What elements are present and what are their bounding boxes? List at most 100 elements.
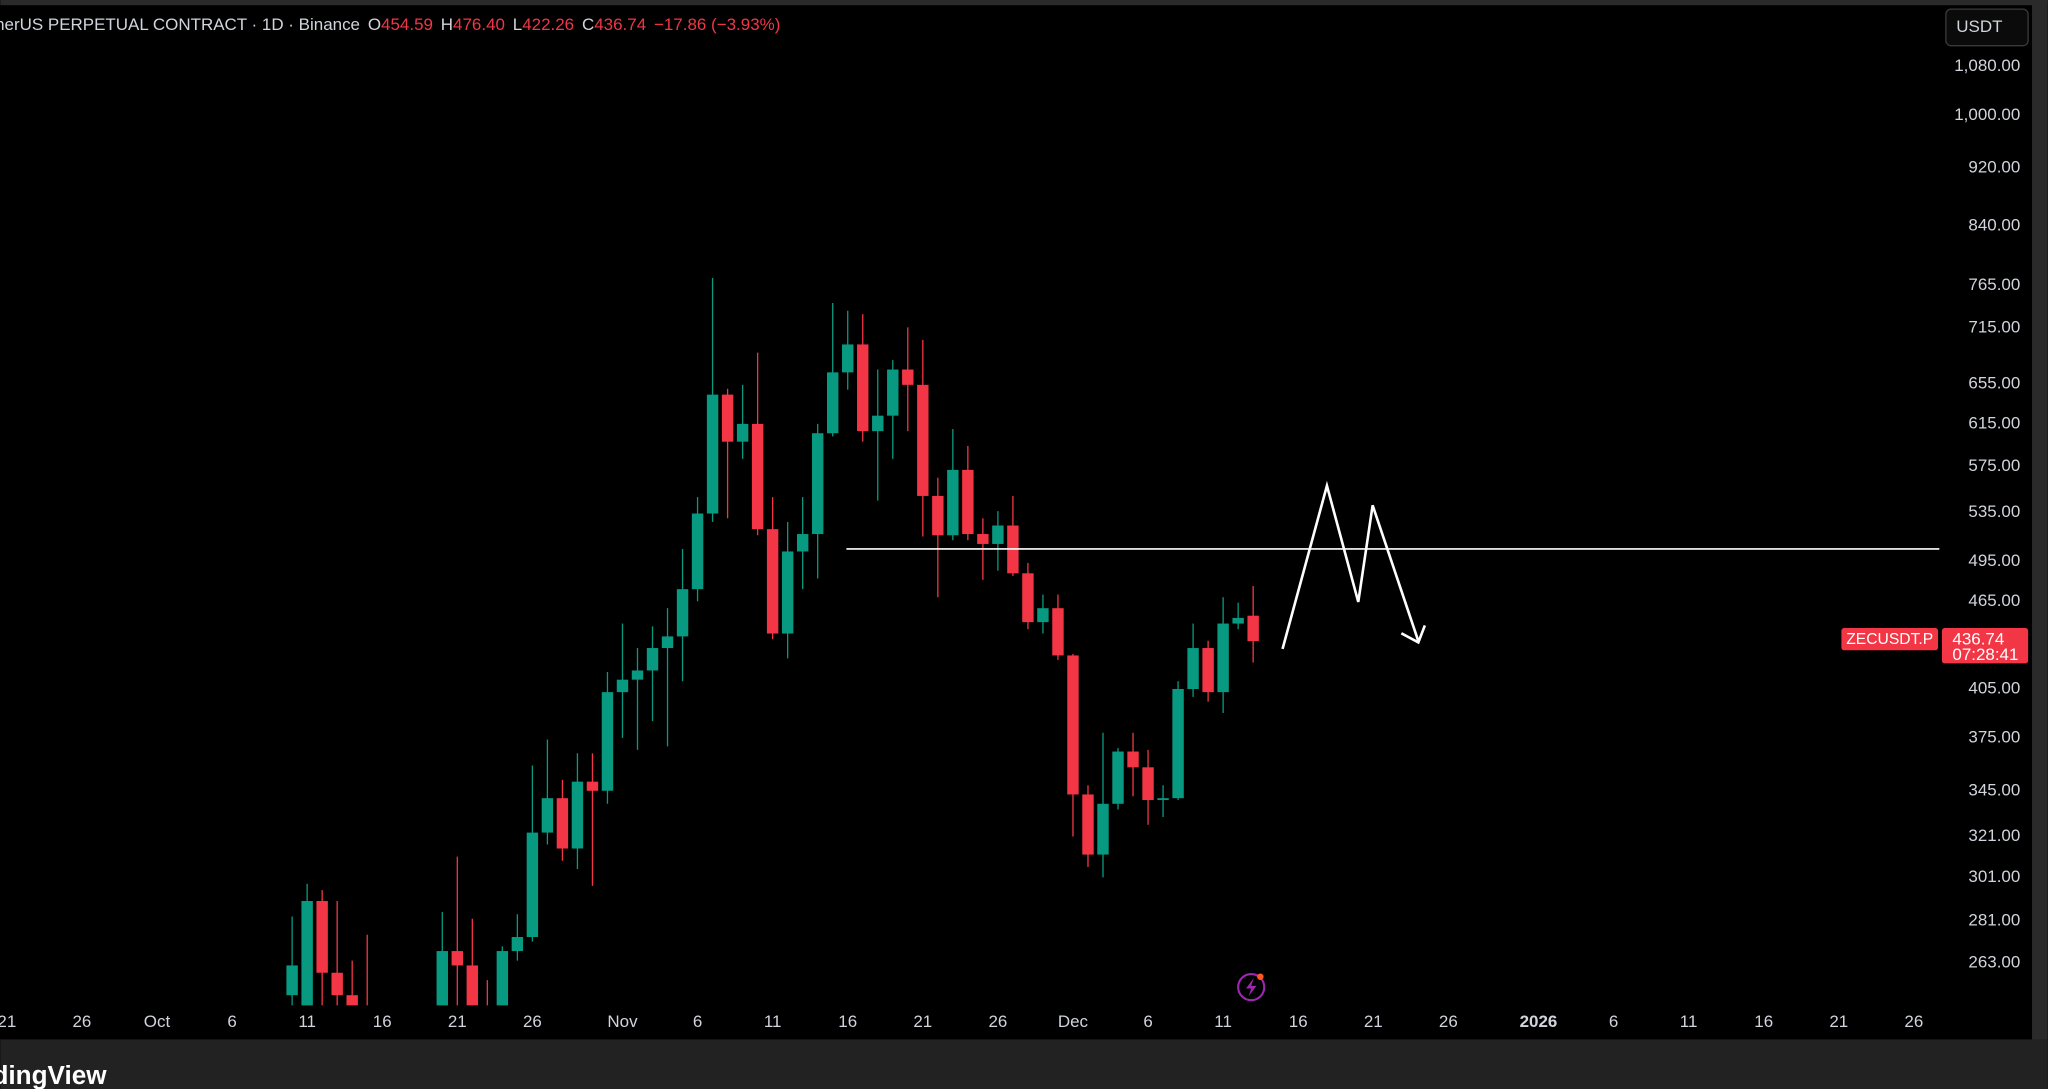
x-tick-label: Oct bbox=[144, 1012, 171, 1031]
candle-body bbox=[331, 972, 343, 996]
y-tick-label: 655.00 bbox=[1968, 373, 2020, 392]
y-tick-label: 301.00 bbox=[1968, 867, 2020, 886]
candle-body bbox=[346, 995, 358, 1006]
candle-body bbox=[947, 469, 959, 536]
ohlc-value: 422.26 bbox=[522, 16, 574, 35]
x-tick-label: Nov bbox=[607, 1012, 638, 1031]
candle-body bbox=[286, 965, 298, 996]
icon-dot[interactable] bbox=[1257, 973, 1264, 980]
candle-body bbox=[451, 951, 464, 966]
top-border bbox=[0, 0, 2048, 6]
candle-body bbox=[1037, 608, 1049, 623]
candle-body bbox=[1217, 623, 1229, 693]
y-tick-label: 765.00 bbox=[1968, 275, 2020, 294]
ohlc-key: C bbox=[582, 16, 594, 35]
candle-body bbox=[932, 495, 944, 536]
price-tag-countdown: 07:28:41 bbox=[1952, 645, 2018, 664]
x-tick-label: 26 bbox=[1904, 1012, 1923, 1031]
x-tick-label: 6 bbox=[693, 1012, 702, 1031]
candle-body bbox=[616, 679, 629, 693]
candle-body bbox=[1127, 751, 1139, 768]
candle-body bbox=[1172, 689, 1184, 799]
y-tick-label: 535.00 bbox=[1968, 502, 2020, 521]
y-tick-label: 840.00 bbox=[1968, 215, 2020, 234]
candle-body bbox=[541, 798, 554, 833]
candle-body bbox=[781, 551, 794, 634]
candle-body bbox=[1052, 608, 1064, 656]
price-tag-value: 436.74 bbox=[1952, 629, 2004, 648]
candle-body bbox=[811, 433, 824, 535]
chart-header: herUS PERPETUAL CONTRACT · 1D · Binance O… bbox=[0, 16, 780, 35]
x-tick-label: 16 bbox=[838, 1012, 857, 1031]
zigzag-arrowhead bbox=[1400, 624, 1427, 645]
candle-body bbox=[902, 369, 914, 385]
price-tag bbox=[1941, 628, 2029, 664]
candle-body bbox=[1112, 751, 1124, 804]
y-tick-label: 405.00 bbox=[1968, 678, 2020, 697]
right-border bbox=[2032, 0, 2048, 1089]
candle-body bbox=[676, 589, 689, 637]
x-tick-label: 16 bbox=[1754, 1012, 1773, 1031]
x-tick-label: 16 bbox=[373, 1012, 392, 1031]
candle-body bbox=[481, 1005, 494, 1006]
ohlc-key: H bbox=[441, 16, 453, 35]
candle-body bbox=[1187, 648, 1199, 690]
candle-body bbox=[1082, 794, 1094, 855]
candle-body bbox=[887, 369, 899, 416]
candle-body bbox=[1067, 655, 1079, 795]
x-tick-label: 11 bbox=[1680, 1012, 1698, 1031]
candle-body bbox=[872, 415, 884, 432]
icon-bolt[interactable] bbox=[1245, 978, 1257, 997]
candle-body bbox=[601, 692, 614, 791]
candle-body bbox=[751, 423, 764, 530]
candle-body bbox=[721, 394, 734, 442]
candle-body bbox=[1247, 615, 1259, 642]
currency-button[interactable] bbox=[1945, 8, 2029, 47]
footer-bar bbox=[0, 1039, 2048, 1089]
x-tick-label: 6 bbox=[227, 1012, 236, 1031]
x-tick-label: 21 bbox=[913, 1012, 932, 1031]
candle-body bbox=[436, 951, 448, 1006]
candle-body bbox=[496, 951, 509, 1006]
candle-body bbox=[631, 670, 644, 680]
candle-body bbox=[661, 636, 674, 649]
symbol-tag-label: ZECUSDT.P bbox=[1846, 631, 1933, 648]
ohlc-value: 476.40 bbox=[453, 16, 505, 35]
icon-ring[interactable] bbox=[1237, 973, 1266, 1002]
candle-body bbox=[556, 798, 569, 849]
lightning-icon[interactable] bbox=[1237, 973, 1266, 1002]
x-tick-label: 26 bbox=[988, 1012, 1007, 1031]
y-tick-label: 715.00 bbox=[1968, 318, 2020, 337]
candle-body bbox=[526, 832, 539, 938]
candle-body bbox=[857, 344, 869, 432]
ohlc-key: L bbox=[513, 16, 522, 35]
x-tick-label: 6 bbox=[1609, 1012, 1618, 1031]
candle-body bbox=[691, 513, 704, 590]
x-tick-label: 21 bbox=[0, 1012, 16, 1031]
candle-body bbox=[571, 781, 584, 849]
candle-body bbox=[1097, 803, 1109, 855]
candle-body bbox=[586, 781, 599, 791]
chart-title: herUS PERPETUAL CONTRACT · 1D · Binance bbox=[0, 16, 360, 35]
candle-body bbox=[766, 529, 779, 634]
y-tick-label: 263.00 bbox=[1968, 953, 2020, 972]
currency-label[interactable]: USDT bbox=[1956, 17, 2002, 36]
y-tick-label: 465.00 bbox=[1968, 591, 2020, 610]
candle-body bbox=[842, 344, 854, 373]
candle-body bbox=[1202, 648, 1214, 693]
y-tick-label: 321.00 bbox=[1968, 826, 2020, 845]
x-tick-label: 26 bbox=[1439, 1012, 1458, 1031]
zigzag-path bbox=[1281, 480, 1420, 650]
x-tick-label: 6 bbox=[1143, 1012, 1152, 1031]
candle-body bbox=[962, 469, 974, 535]
y-tick-label: 575.00 bbox=[1968, 456, 2020, 475]
y-tick-label: 375.00 bbox=[1968, 727, 2020, 746]
x-tick-label: 21 bbox=[448, 1012, 467, 1031]
candle-body bbox=[301, 900, 313, 1006]
x-tick-label: 21 bbox=[1364, 1012, 1383, 1031]
candle-body bbox=[827, 372, 839, 434]
candle-body bbox=[1142, 767, 1154, 801]
